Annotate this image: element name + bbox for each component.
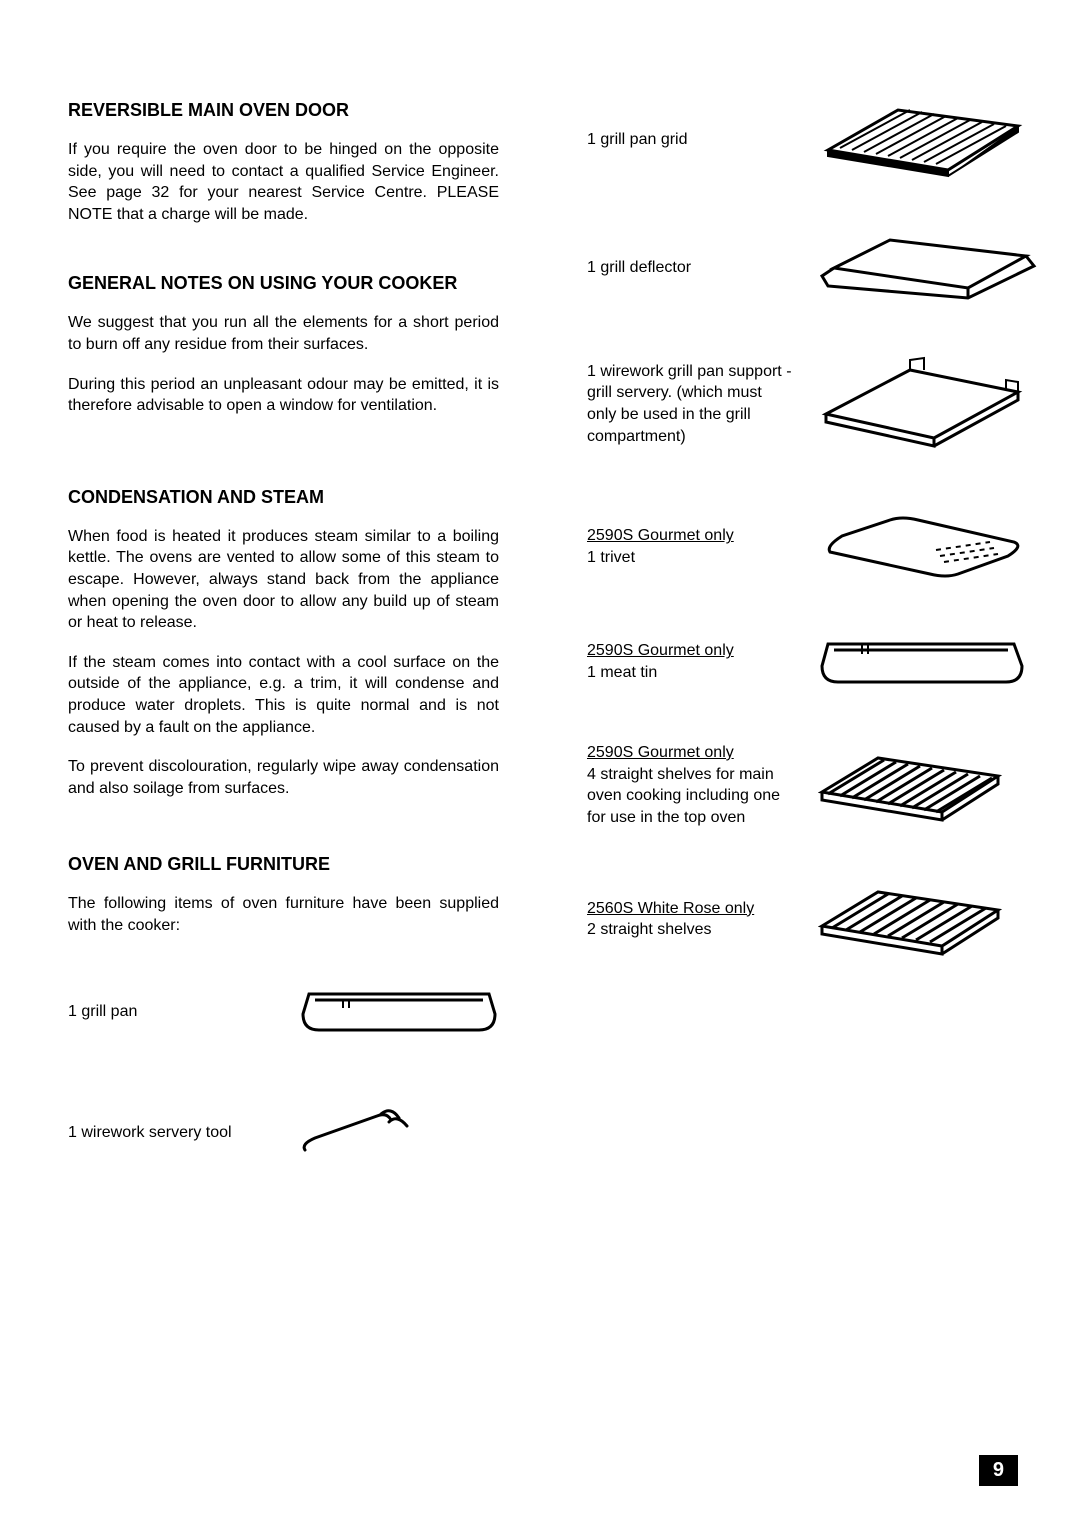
grill-pan-grid-icon [818, 100, 1038, 180]
page-number: 9 [979, 1455, 1018, 1486]
grill-pan-icon [299, 984, 499, 1038]
furniture-item: 1 grill deflector [587, 232, 1038, 304]
furniture-label: 2590S Gourmet only 1 trivet [587, 525, 792, 568]
furniture-item: 1 grill pan grid [587, 100, 1038, 180]
heading: CONDENSATION AND STEAM [68, 487, 499, 508]
paragraph: We suggest that you run all the elements… [68, 312, 499, 355]
furniture-item: 2560S White Rose only 2 straight shelves [587, 880, 1038, 958]
meat-tin-icon [818, 634, 1038, 690]
straight-shelves-4-icon [818, 742, 1038, 828]
section-reversible-door: REVERSIBLE MAIN OVEN DOOR If you require… [68, 100, 499, 225]
two-column-layout: REVERSIBLE MAIN OVEN DOOR If you require… [68, 100, 1012, 1380]
heading: OVEN AND GRILL FURNITURE [68, 854, 499, 875]
furniture-label: 1 grill deflector [587, 257, 792, 279]
section-general-notes: GENERAL NOTES ON USING YOUR COOKER We su… [68, 273, 499, 416]
furniture-item: 2590S Gourmet only 1 meat tin [587, 634, 1038, 690]
paragraph: During this period an unpleasant odour m… [68, 374, 499, 417]
servery-tool-icon [299, 1108, 499, 1156]
section-furniture: OVEN AND GRILL FURNITURE The following i… [68, 854, 499, 936]
grill-deflector-icon [818, 232, 1038, 304]
paragraph: When food is heated it produces steam si… [68, 526, 499, 634]
model-label: 2560S White Rose only [587, 900, 754, 917]
furniture-item: 2590S Gourmet only 1 trivet [587, 512, 1038, 582]
furniture-label: 1 wirework servery tool [68, 1122, 273, 1144]
straight-shelves-2-icon [818, 880, 1038, 958]
item-label: 1 meat tin [587, 664, 657, 681]
heading: GENERAL NOTES ON USING YOUR COOKER [68, 273, 499, 294]
item-label: 4 straight shelves for main oven cooking… [587, 766, 780, 826]
furniture-label: 1 grill pan [68, 1001, 273, 1023]
model-label: 2590S Gourmet only [587, 527, 734, 544]
item-label: 2 straight shelves [587, 921, 712, 938]
paragraph: If you require the oven door to be hinge… [68, 139, 499, 225]
right-column: 1 grill pan grid 1 grill deflector [567, 100, 1038, 1380]
grill-pan-support-icon [818, 356, 1038, 452]
left-column: REVERSIBLE MAIN OVEN DOOR If you require… [68, 100, 519, 1380]
trivet-icon [818, 512, 1038, 582]
section-condensation: CONDENSATION AND STEAM When food is heat… [68, 487, 499, 800]
furniture-label: 1 grill pan grid [587, 129, 792, 151]
furniture-label: 2590S Gourmet only 4 straight shelves fo… [587, 742, 792, 828]
furniture-label: 1 wirework grill pan support - grill ser… [587, 361, 792, 447]
item-label: 1 trivet [587, 549, 635, 566]
furniture-label: 2590S Gourmet only 1 meat tin [587, 640, 792, 683]
furniture-item: 1 wirework grill pan support - grill ser… [587, 356, 1038, 452]
model-label: 2590S Gourmet only [587, 642, 734, 659]
furniture-item: 2590S Gourmet only 4 straight shelves fo… [587, 742, 1038, 828]
paragraph: If the steam comes into contact with a c… [68, 652, 499, 738]
furniture-item: 1 grill pan [68, 984, 499, 1038]
paragraph: The following items of oven furniture ha… [68, 893, 499, 936]
heading: REVERSIBLE MAIN OVEN DOOR [68, 100, 499, 121]
furniture-label: 2560S White Rose only 2 straight shelves [587, 898, 792, 941]
model-label: 2590S Gourmet only [587, 744, 734, 761]
paragraph: To prevent discolouration, regularly wip… [68, 756, 499, 799]
furniture-item: 1 wirework servery tool [68, 1108, 499, 1156]
